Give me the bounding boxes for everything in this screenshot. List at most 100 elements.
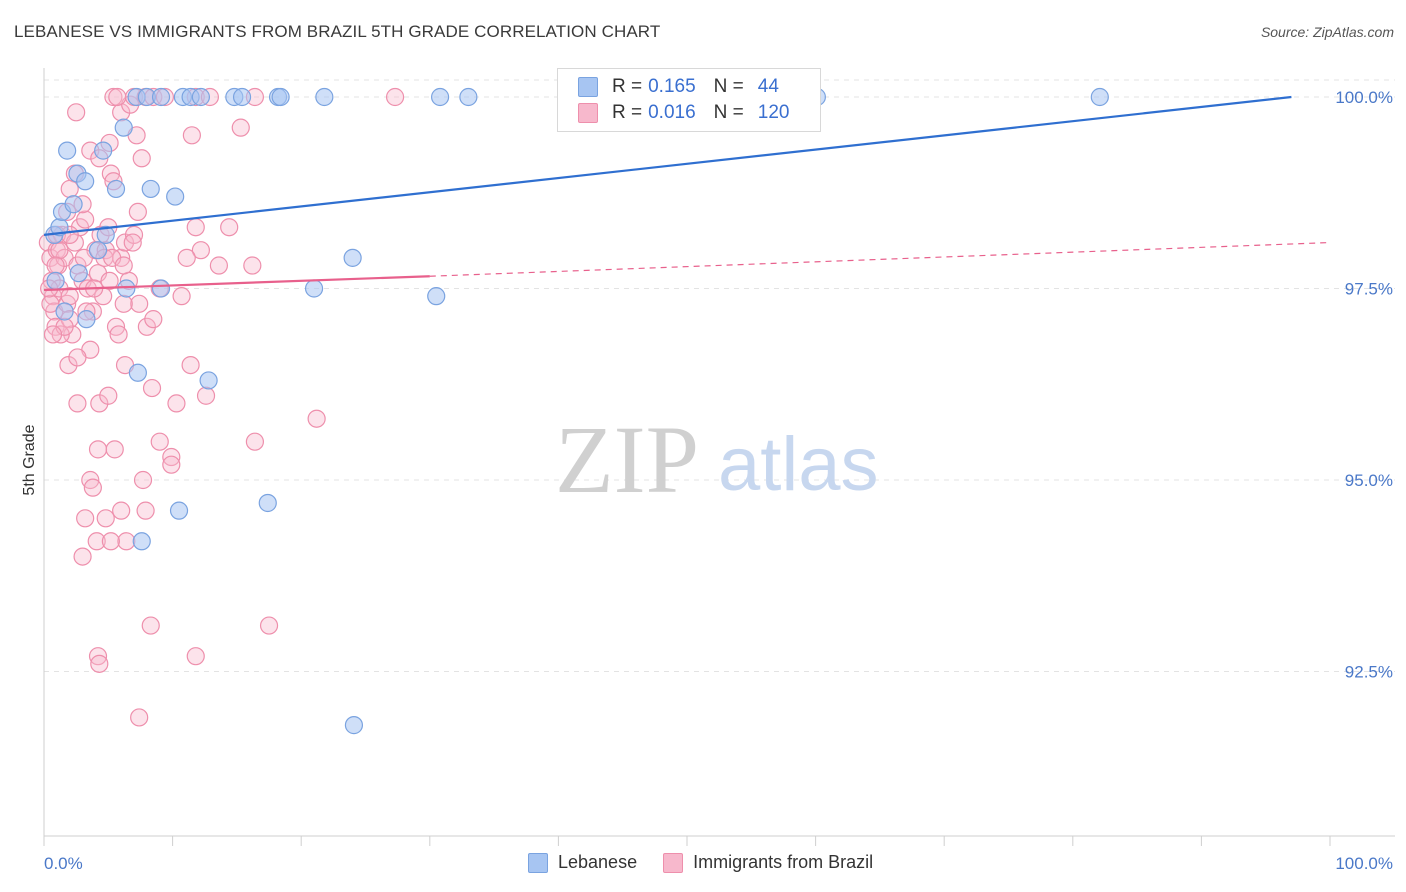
brazil-point — [177, 248, 196, 267]
x-tick-label: 0.0% — [44, 854, 83, 873]
brazil-point — [186, 218, 205, 237]
brazil-point — [162, 447, 181, 467]
lebanese-point — [114, 118, 133, 137]
brazil-point — [142, 378, 162, 398]
brazil-point — [144, 310, 163, 329]
lebanese-point — [315, 87, 334, 107]
lebanese-point — [128, 363, 147, 382]
brazil-point — [88, 647, 108, 666]
brazil-point — [123, 233, 142, 252]
lebanese-point — [117, 279, 136, 298]
brazil-point — [186, 647, 205, 666]
legend-r-label: R = — [612, 102, 643, 123]
axes — [43, 68, 1395, 846]
brazil-point — [167, 394, 186, 413]
legend-label-lebanese: Lebanese — [558, 852, 638, 872]
legend-item-brazil: Immigrants from Brazil — [663, 852, 873, 873]
lebanese-point — [459, 87, 478, 107]
brazil-point — [132, 149, 151, 168]
brazil-point — [162, 455, 181, 474]
lebanese-point — [69, 264, 88, 283]
brazil-point — [96, 509, 115, 528]
chart-title: LEBANESE VS IMMIGRANTS FROM BRAZIL 5TH G… — [14, 22, 661, 41]
brazil-swatch — [578, 103, 598, 123]
brazil-point — [43, 325, 63, 344]
brazil-point — [46, 256, 65, 275]
brazil-point — [68, 348, 87, 367]
lebanese-point — [258, 493, 277, 513]
legend-r-value: 0.016 — [648, 102, 696, 123]
legend-box: R = 0.165 N = 44 R = 0.016 N = 120 — [557, 68, 821, 132]
brazil-point — [88, 440, 108, 459]
brazil-point — [181, 356, 200, 375]
lebanese-point — [344, 716, 364, 735]
lebanese-point — [1090, 87, 1109, 107]
brazil-point — [259, 616, 279, 635]
brazil-swatch — [663, 852, 684, 873]
brazil-point — [90, 654, 109, 673]
legend-n-label: N = — [713, 76, 744, 97]
lebanese-point — [232, 87, 252, 107]
lebanese-swatch — [528, 852, 548, 873]
gridlines — [44, 79, 1395, 672]
brazil-point — [76, 210, 95, 229]
lebanese-points — [45, 87, 1109, 735]
brazil-point — [114, 256, 133, 275]
y-tick-label: 97.5% — [1345, 280, 1393, 299]
lebanese-point — [141, 179, 160, 199]
trend-lines — [43, 95, 1331, 292]
lebanese-point — [271, 87, 290, 107]
legend-row-brazil: R = 0.016 N = 120 — [578, 101, 789, 125]
brazil-point — [209, 256, 228, 275]
lebanese-point — [427, 287, 446, 306]
brazil-point — [130, 708, 149, 727]
brazil-point — [76, 509, 95, 528]
brazil-point — [128, 202, 147, 221]
legend-r-value: 0.165 — [648, 76, 696, 97]
lebanese-point — [169, 501, 189, 520]
brazil-point — [182, 126, 201, 145]
brazil-point — [60, 179, 79, 199]
brazil-point — [130, 294, 149, 313]
lebanese-point — [55, 302, 74, 321]
brazil-point — [109, 325, 128, 344]
brazil-point — [141, 616, 160, 635]
brazil-point — [385, 87, 405, 107]
brazil-point — [172, 287, 191, 306]
lebanese-point — [94, 141, 113, 160]
brazil-point — [231, 118, 250, 137]
lebanese-point — [430, 87, 450, 107]
brazil-points — [38, 87, 405, 727]
brazil-point — [67, 103, 86, 122]
lebanese-point — [191, 87, 210, 107]
y-tick-label: 92.5% — [1345, 663, 1393, 682]
lebanese-point — [132, 532, 151, 551]
brazil-point — [108, 87, 127, 107]
axis-labels: 92.5% 95.0% 97.5% 100.0% 0.0% 100.0% 5th Grade — [21, 88, 1393, 873]
brazil-trend-line — [43, 275, 430, 292]
y-axis-label: 5th Grade — [21, 424, 38, 495]
brazil-point — [191, 241, 210, 260]
lebanese-point — [58, 141, 77, 160]
brazil-point — [87, 532, 106, 551]
brazil-point — [112, 501, 131, 520]
legend-r-label: R = — [612, 76, 643, 97]
brazil-point — [117, 532, 136, 551]
lebanese-point — [77, 310, 96, 329]
legend-n-label: N = — [713, 102, 744, 123]
lebanese-point — [64, 195, 83, 214]
watermark-atlas: atlas — [718, 422, 879, 507]
brazil-point — [136, 501, 155, 520]
brazil-point — [105, 440, 124, 459]
brazil-point — [124, 225, 144, 244]
watermark: ZIP atlas — [555, 406, 879, 513]
legend-item-lebanese: Lebanese — [528, 852, 637, 873]
legend-label-brazil: Immigrants from Brazil — [693, 852, 874, 872]
brazil-point — [114, 294, 133, 313]
bottom-legend: Lebanese Immigrants from Brazil — [528, 852, 899, 873]
brazil-trend-extension — [429, 241, 1331, 277]
lebanese-point — [151, 279, 171, 298]
brazil-point — [243, 256, 262, 275]
lebanese-point — [199, 371, 218, 390]
brazil-point — [101, 532, 120, 551]
